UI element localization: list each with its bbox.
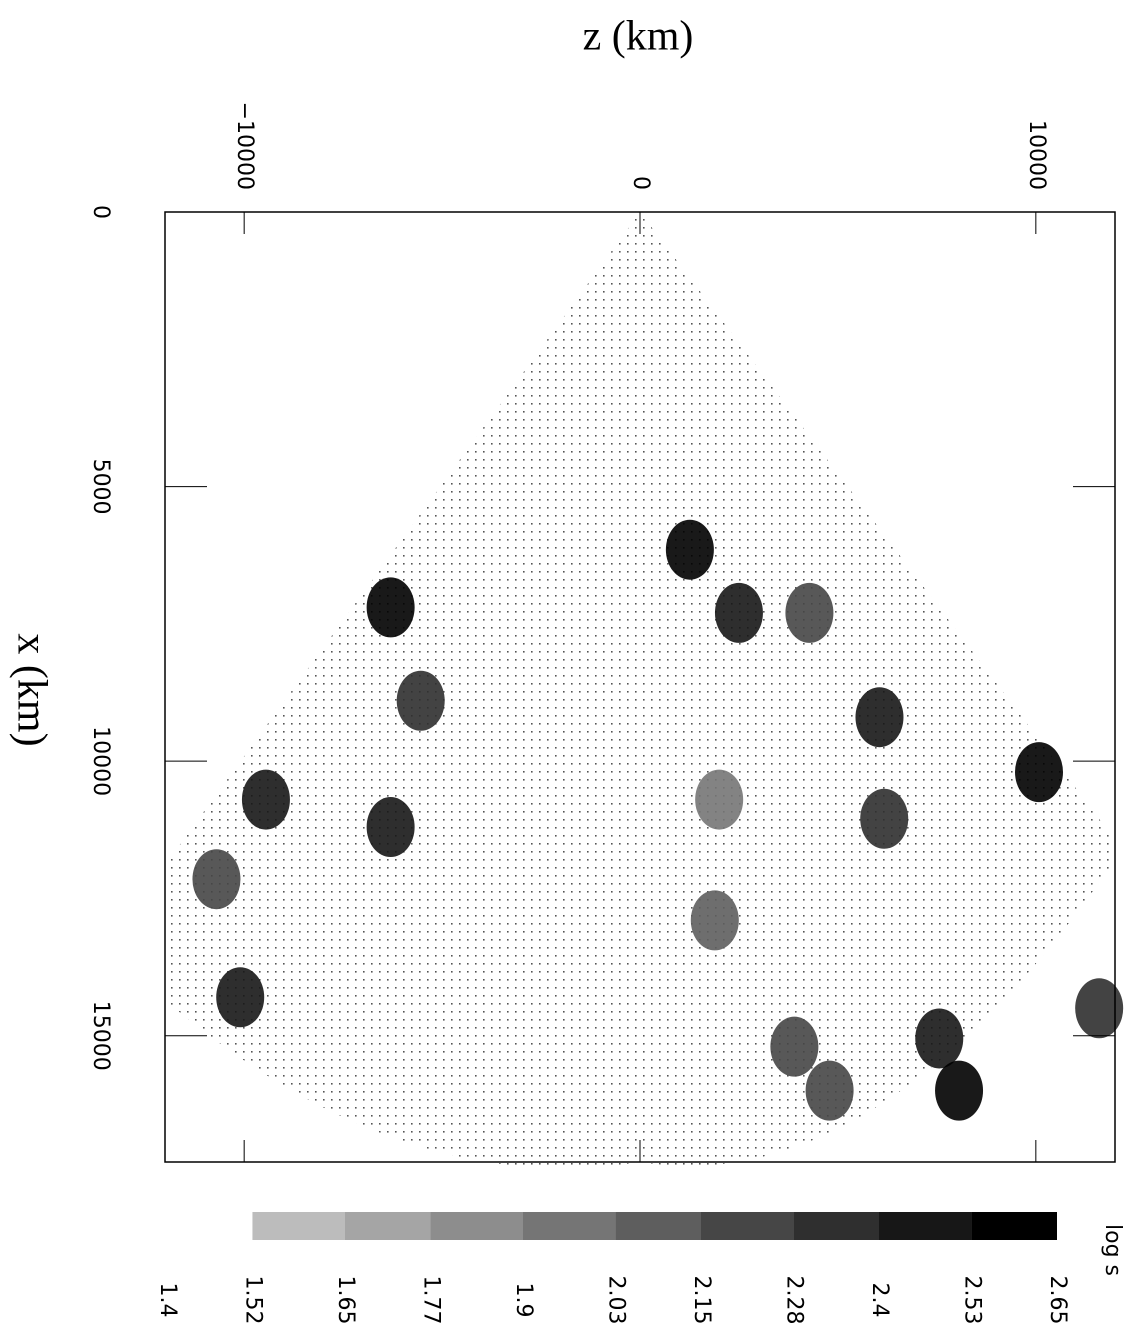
blob xyxy=(860,788,909,849)
colorbar-tick-label: 1.77 xyxy=(418,1276,443,1325)
y-axis-title: x (km) xyxy=(8,633,54,746)
x-tick-label: −10000 xyxy=(232,102,257,190)
colorbar-segment xyxy=(430,1212,523,1240)
y-tick-label: 10000 xyxy=(88,726,113,796)
blob xyxy=(241,769,290,830)
colorbar-segment xyxy=(971,1212,1057,1240)
y-tick-label: 15000 xyxy=(88,1001,113,1071)
colorbar-tick-label: 2.03 xyxy=(604,1276,629,1325)
colorbar: 1.4 1.52 1.65 1.77 1.9 2.03 2.15 2.28 2.4 2.53 2.6… xyxy=(155,1212,1070,1324)
blob xyxy=(366,577,415,638)
colorbar-tick-label: 2.28 xyxy=(782,1276,807,1325)
blob xyxy=(935,1060,984,1121)
blob xyxy=(855,687,904,748)
colorbar-segment xyxy=(345,1212,431,1240)
y-tick-label: 0 xyxy=(88,205,113,219)
blob xyxy=(192,849,241,910)
blob xyxy=(714,582,763,643)
colorbar-tick-label: 2.15 xyxy=(689,1276,714,1325)
blob xyxy=(695,769,744,830)
x-tick-label: 0 xyxy=(628,176,653,190)
colorbar-segment xyxy=(615,1212,701,1240)
blob xyxy=(770,1016,819,1077)
blob xyxy=(690,890,739,951)
colorbar-tick-label: 2.4 xyxy=(867,1283,892,1318)
blob xyxy=(785,582,834,643)
flow-region xyxy=(165,212,1115,1169)
colorbar-segment xyxy=(252,1212,345,1240)
colorbar-tick-label: 1.9 xyxy=(511,1283,536,1318)
x-axis-title: z (km) xyxy=(583,14,694,60)
blob xyxy=(805,1060,854,1121)
colorbar-tick-label: 2.53 xyxy=(960,1276,985,1325)
colorbar-tick-label: 1.65 xyxy=(333,1276,358,1325)
blob xyxy=(366,797,415,858)
blob xyxy=(216,967,265,1028)
y-tick-label: 5000 xyxy=(88,459,113,515)
colorbar-segment xyxy=(701,1212,794,1240)
x-tick-label: 10000 xyxy=(1024,120,1049,190)
blob xyxy=(396,670,445,731)
colorbar-tick-label: 2.65 xyxy=(1045,1276,1070,1325)
blob xyxy=(1075,978,1124,1039)
colorbar-label: log s xyxy=(1100,1224,1125,1276)
colorbar-tick-label: 1.52 xyxy=(240,1276,265,1325)
blobs xyxy=(192,519,1124,1121)
axes: −10000 0 10000 0 5000 10000 15000 xyxy=(88,102,1115,1162)
colorbar-tick-label: 1.4 xyxy=(155,1283,180,1318)
colorbar-segment xyxy=(879,1212,972,1240)
colorbar-segment xyxy=(523,1212,616,1240)
blob xyxy=(665,519,714,580)
blob xyxy=(1015,742,1063,803)
blob xyxy=(915,1008,964,1069)
colorbar-segment xyxy=(793,1212,879,1240)
